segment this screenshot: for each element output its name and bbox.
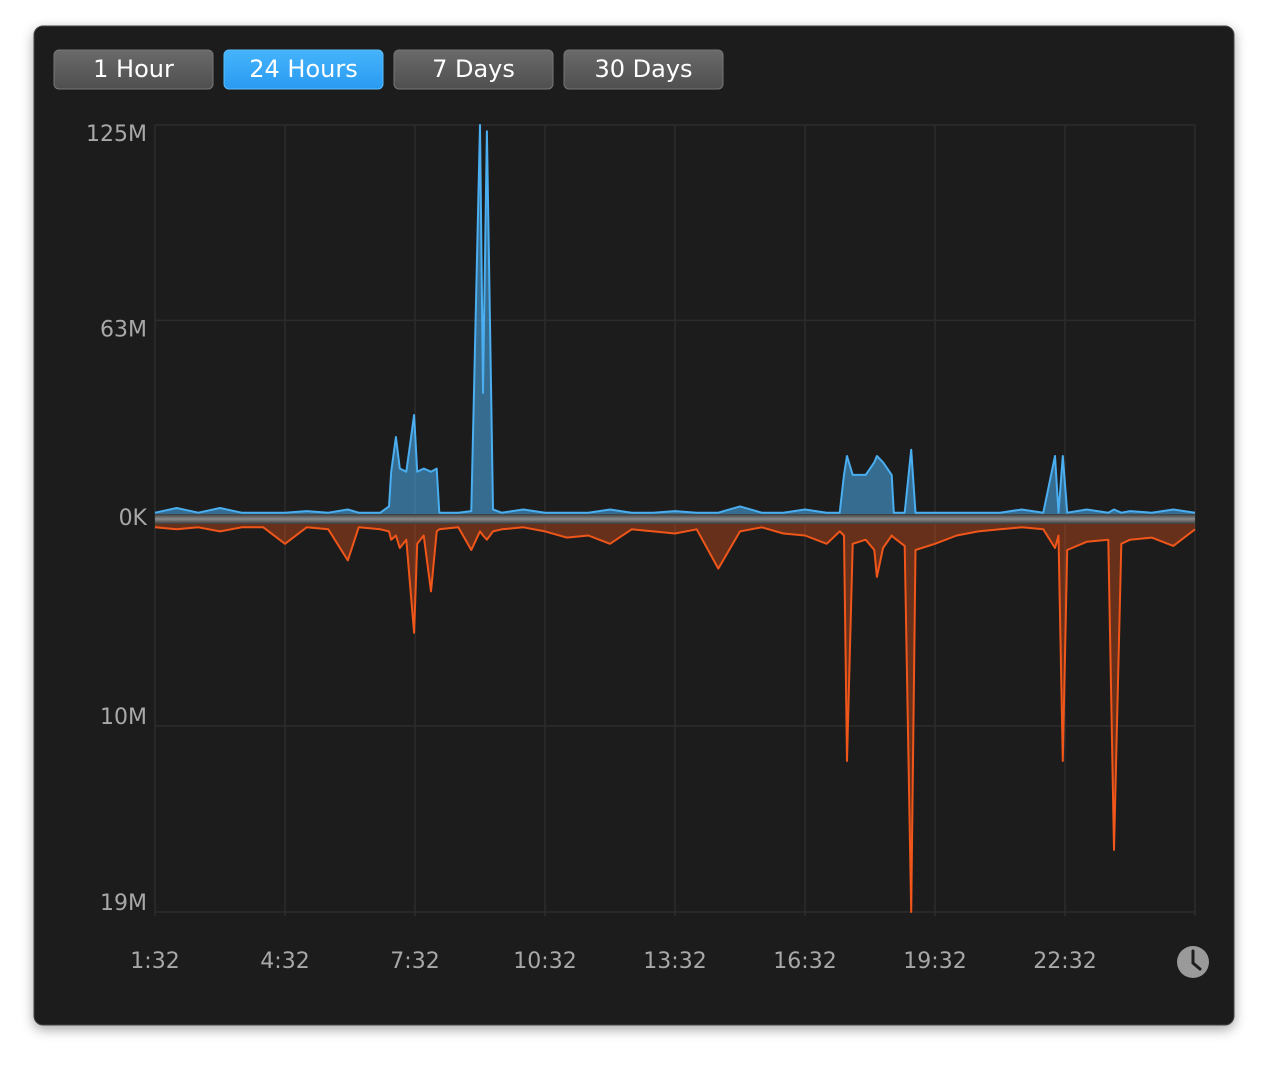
x-tick-label: 22:32 — [1033, 949, 1096, 974]
panel — [33, 25, 1235, 1026]
x-tick-label: 10:32 — [513, 949, 576, 974]
button-label[interactable]: 24 Hours — [249, 55, 357, 83]
button-background[interactable] — [53, 49, 214, 90]
x-tick-label: 4:32 — [260, 949, 309, 974]
button-label[interactable]: 1 Hour — [93, 55, 174, 83]
axis-labels: 1:32 4:32 7:32 10:32 13:32 16:32 19:32 22:32 0K 6… — [86, 122, 1097, 974]
time-range-button[interactable]: 30 Days — [563, 49, 724, 90]
x-tick-label: 16:32 — [773, 949, 836, 974]
button-background[interactable] — [223, 49, 384, 90]
time-range-button[interactable]: 1 Hour — [53, 49, 214, 90]
y-tick-label: 19M — [100, 891, 147, 916]
y-tick-label: 125M — [86, 122, 147, 147]
plot — [154, 124, 1196, 913]
clock-icon[interactable] — [1177, 946, 1209, 978]
series-line — [154, 526, 1196, 913]
x-tick-label: 1:32 — [130, 949, 179, 974]
y-tick-label: 0K — [119, 506, 148, 531]
y-tick-label: 63M — [100, 317, 147, 342]
series-line — [154, 124, 1196, 514]
zero-band — [155, 514, 1195, 524]
x-tick-label: 19:32 — [903, 949, 966, 974]
button-label[interactable]: 30 Days — [594, 55, 692, 83]
y-tick-label: 10M — [100, 705, 147, 730]
button-background[interactable] — [393, 49, 554, 90]
time-range-button[interactable]: 24 Hours — [223, 49, 384, 90]
button-label[interactable]: 7 Days — [432, 55, 515, 83]
x-tick-label: 7:32 — [390, 949, 439, 974]
time-range-button[interactable]: 7 Days — [393, 49, 554, 90]
time-range-buttons: 1 Hour 24 Hours 7 Days 30 Days — [53, 49, 724, 90]
button-background[interactable] — [563, 49, 724, 90]
x-tick-label: 13:32 — [643, 949, 706, 974]
